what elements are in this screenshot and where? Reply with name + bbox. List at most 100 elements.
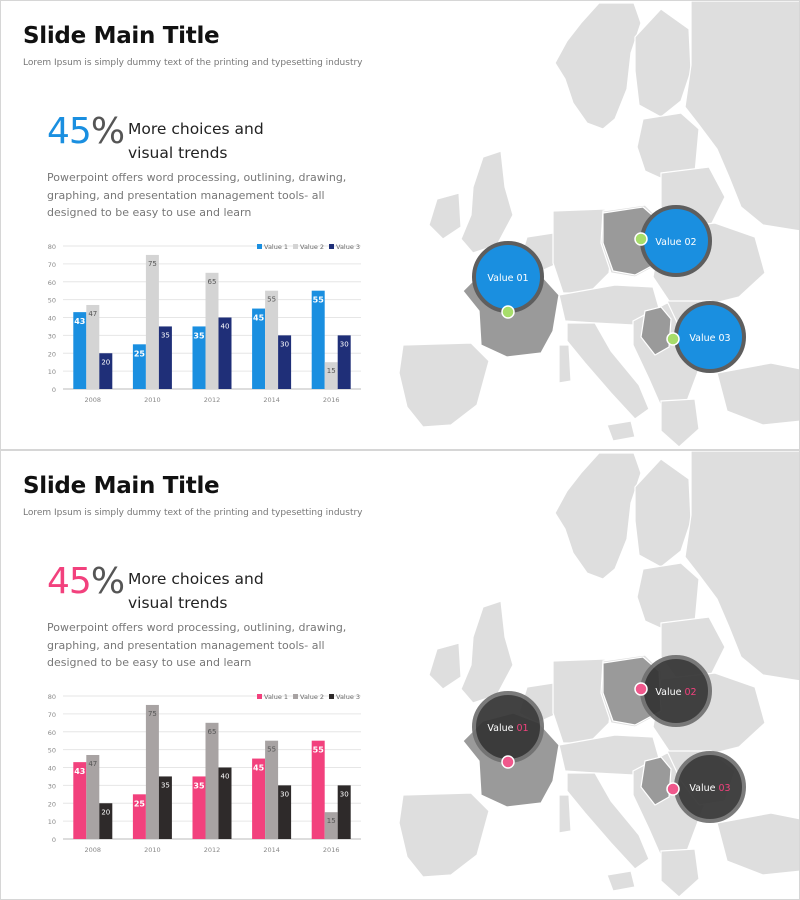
headline-line-2: visual trends [128,594,228,612]
bar [324,812,338,839]
x-tick-label: 2014 [263,396,280,404]
x-tick-label: 2014 [263,846,280,854]
callout-number: 03 [719,333,731,344]
callout-label: Value 03 [689,333,730,344]
data-label: 47 [88,760,97,768]
country-finland [634,458,692,568]
data-label: 65 [208,728,217,736]
callout-number: 01 [517,273,529,284]
legend-label: Value 1 [264,693,288,701]
country-russia [684,1,799,232]
y-tick-label: 30 [48,332,56,340]
y-tick-label: 40 [48,315,56,323]
headline-line-1: More choices and [128,120,264,138]
data-label: 75 [148,710,157,718]
y-tick-label: 20 [48,350,56,358]
callout-number: 01 [517,723,529,734]
bar [73,762,87,839]
y-tick-label: 80 [48,693,56,701]
bar [86,754,100,839]
bar [311,740,325,839]
bar [99,353,113,389]
data-label: 15 [327,367,336,375]
callout-number: 03 [719,783,731,794]
map-landmass [399,1,799,448]
country-iberia [399,792,490,878]
bar [324,362,338,389]
data-label: 43 [74,767,85,776]
country-uk [460,600,514,704]
data-label: 65 [208,278,217,286]
legend-label: Value 2 [300,243,324,251]
data-label: 25 [134,349,146,358]
y-tick-label: 70 [48,711,56,719]
country-sardinia [558,794,572,834]
map-callout-3: Value 03 [666,751,746,823]
country-greece [660,848,700,898]
percent-value: 45 [47,111,92,152]
bar [278,785,292,839]
bar [132,344,146,389]
data-label: 15 [327,817,336,825]
highlight-serbia [640,756,672,806]
x-tick-label: 2016 [323,846,340,854]
data-label: 30 [280,790,289,798]
x-tick-label: 2010 [144,396,161,404]
legend-label: Value 3 [336,693,360,701]
country-italy [566,322,650,420]
location-marker [501,755,515,769]
bar [311,290,325,389]
data-label: 25 [134,799,146,808]
map-callout-1: Value 01 [472,691,544,769]
map-callout-3: Value 03 [666,301,746,373]
x-tick-label: 2016 [323,396,340,404]
bar [265,290,279,389]
data-label: 30 [280,340,289,348]
callout-word: Value [655,237,684,248]
legend-label: Value 2 [300,693,324,701]
slide-title: Slide Main Title [23,23,220,49]
headline: More choices and visual trends [128,117,288,165]
chart-legend: Value 1 Value 2 Value 3 [257,243,360,251]
chart-legend: Value 1 Value 2 Value 3 [257,693,360,701]
callout-word: Value [689,783,718,794]
country-sardinia [558,344,572,384]
bar [337,785,351,839]
bar [145,254,159,389]
callout-word: Value [655,687,684,698]
headline-line-2: visual trends [128,144,228,162]
slide-2: Slide Main Title Lorem Ipsum is simply d… [0,450,800,900]
bar [337,335,351,389]
bar [158,776,172,839]
data-label: 20 [101,358,110,366]
x-tick-label: 2012 [204,846,221,854]
x-tick-label: 2012 [204,396,221,404]
data-label: 55 [313,746,325,755]
data-label: 35 [193,331,205,340]
y-tick-label: 60 [48,279,56,287]
map-callout-1: Value 01 [472,241,544,319]
bar [252,758,266,839]
percent-stat: 45% [47,111,125,152]
bar [252,308,266,389]
legend-swatch [293,694,298,699]
data-label: 40 [221,773,230,781]
body-text: Powerpoint offers word processing, outli… [47,621,347,669]
bar [218,317,232,389]
callout-label: Value 01 [487,273,528,284]
location-marker [501,305,515,319]
country-uk [460,150,514,254]
country-russia [684,451,799,682]
data-label: 30 [340,790,349,798]
data-label: 55 [267,296,276,304]
data-label: 47 [88,310,97,318]
data-label: 30 [340,340,349,348]
location-marker [634,682,648,696]
percent-sign: % [90,111,125,152]
location-marker [666,782,680,796]
bar [86,304,100,389]
data-label: 75 [148,260,157,268]
callout-label: Value 01 [487,723,528,734]
